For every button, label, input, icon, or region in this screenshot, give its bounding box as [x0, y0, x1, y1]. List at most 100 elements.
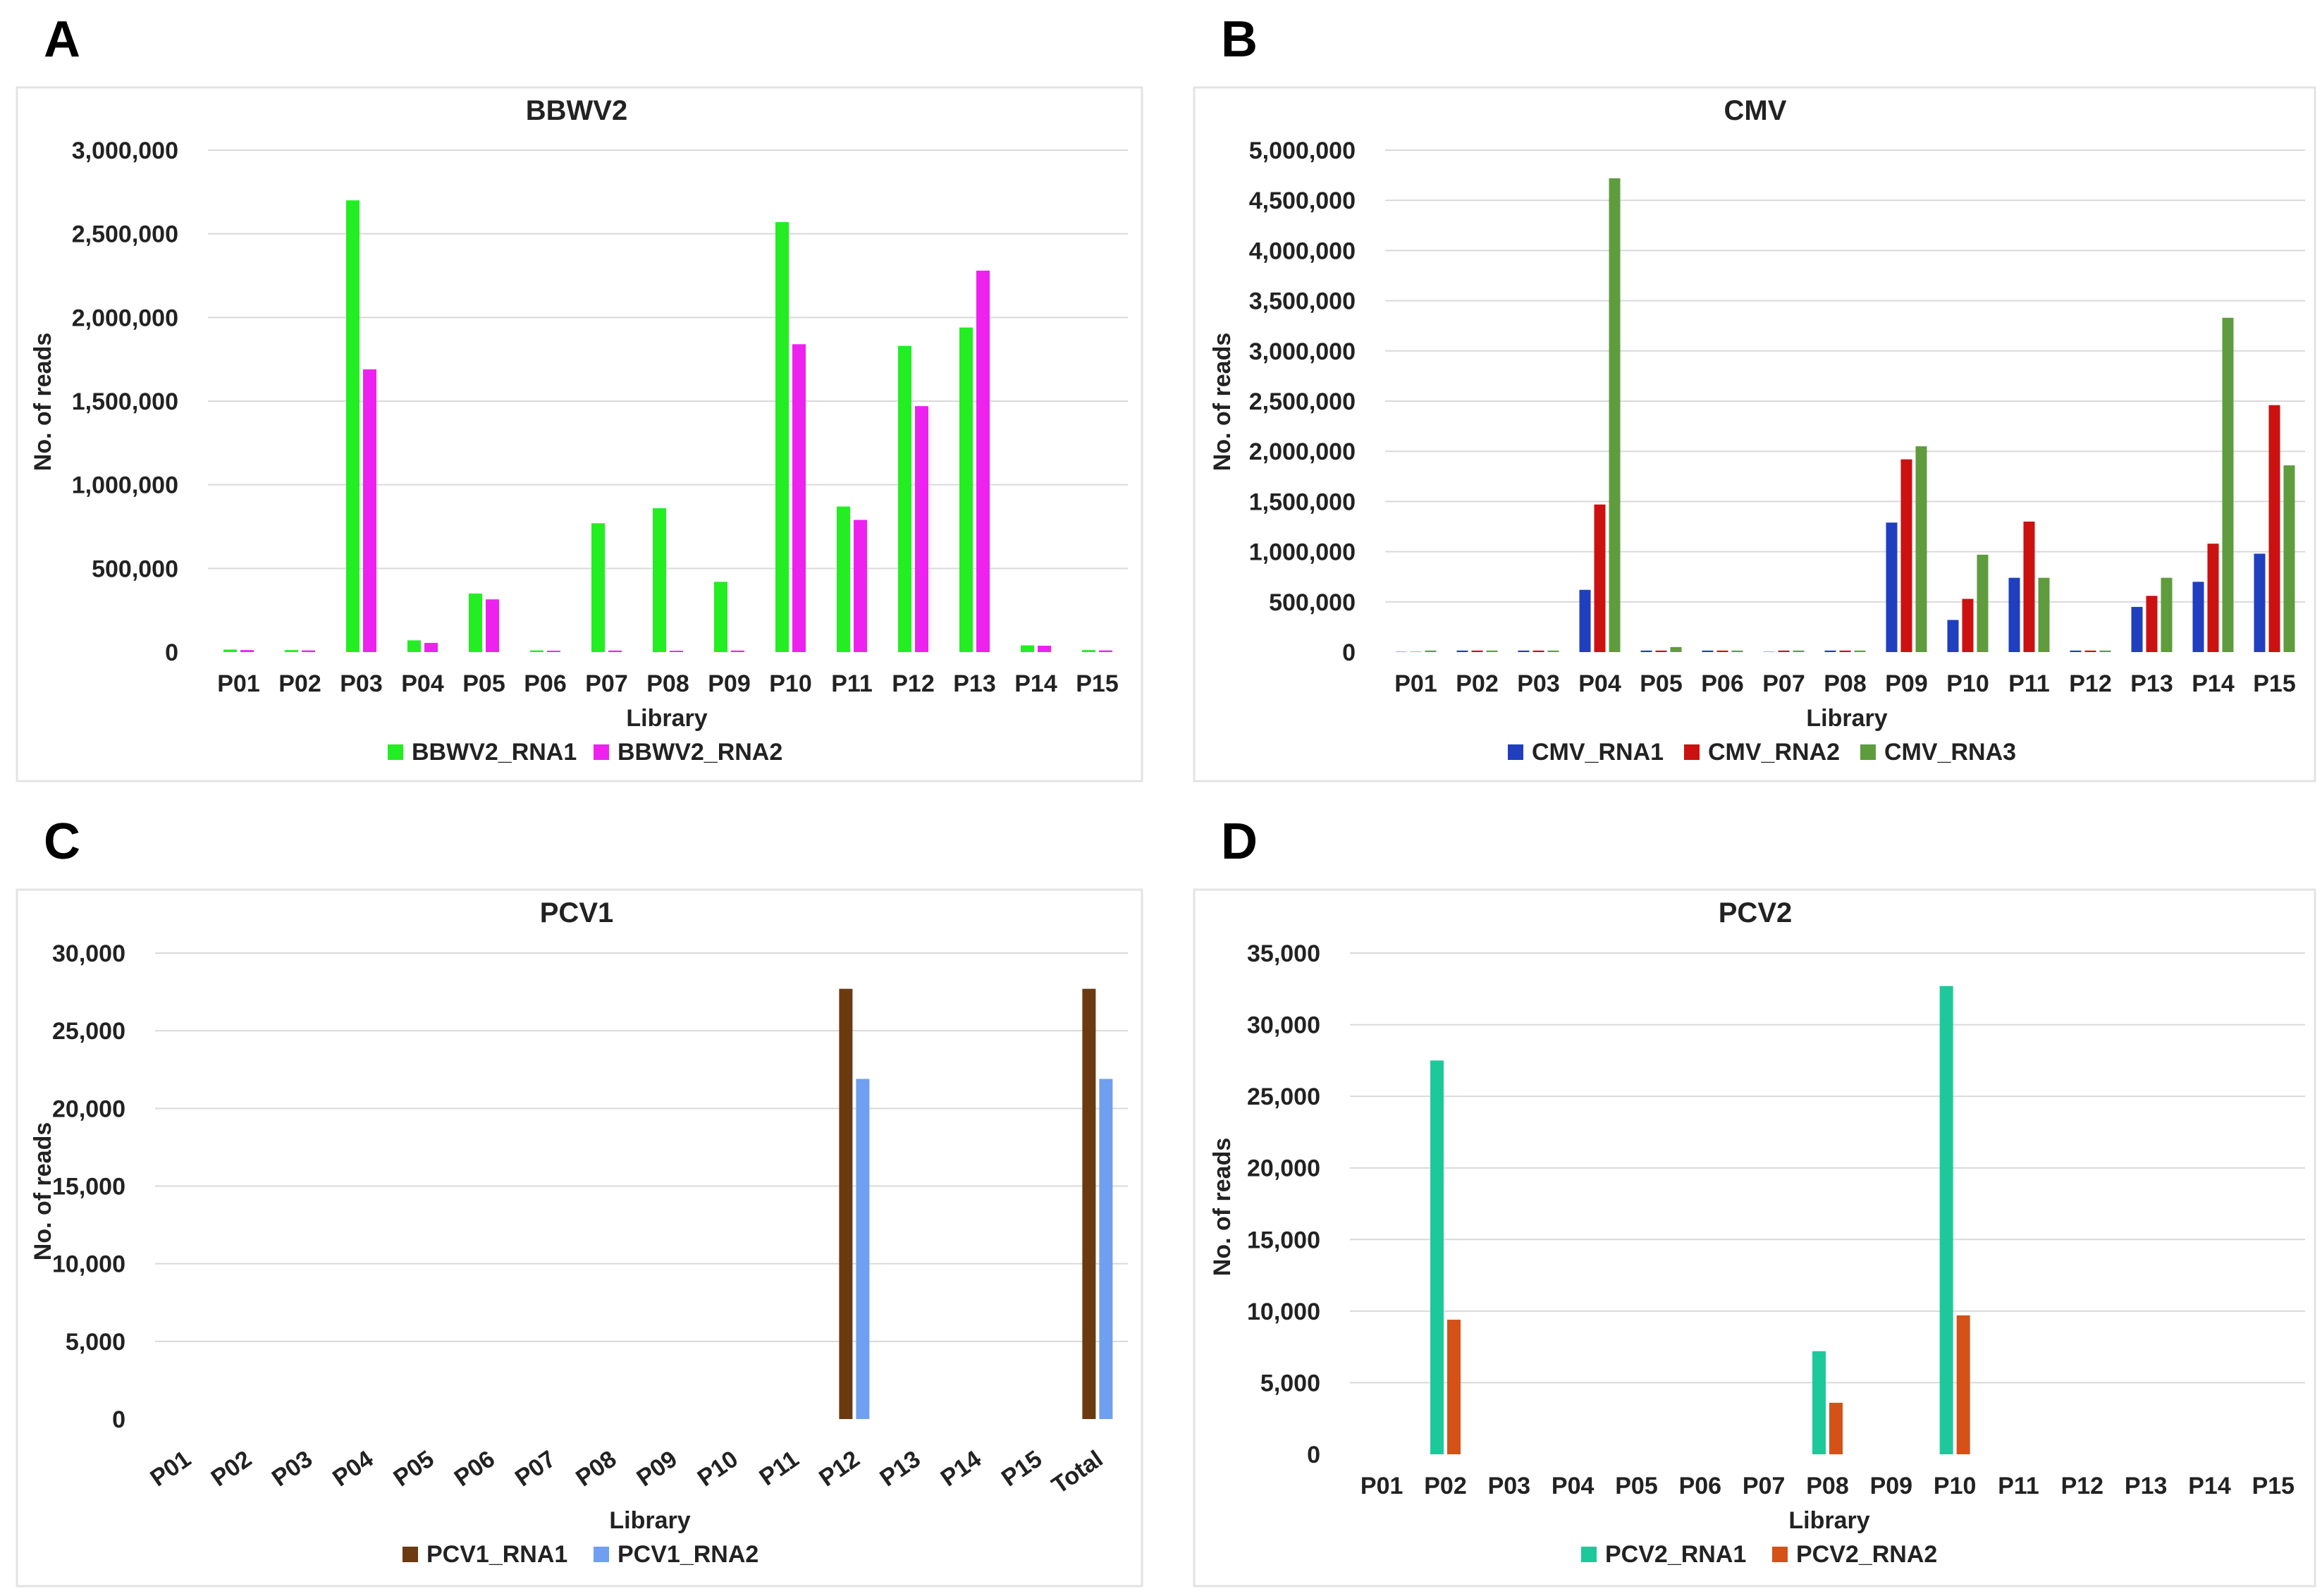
y-tick-label: 500,000	[1269, 589, 1356, 616]
x-tick-label: P09	[1885, 670, 1928, 697]
x-tick-label: P09	[708, 670, 751, 697]
bar-BBWV2_RNA2-P03	[363, 369, 376, 652]
x-tick-label: P03	[1488, 1473, 1531, 1499]
bar-CMV_RNA3-P03	[1547, 650, 1559, 652]
bar-CMV_RNA3-P14	[2222, 317, 2234, 652]
bar-CMV_RNA2-P06	[1716, 650, 1728, 652]
bar-CMV_RNA3-P15	[2283, 465, 2295, 652]
y-tick-label: 3,000,000	[72, 137, 178, 164]
y-tick-label: 25,000	[1247, 1084, 1320, 1110]
x-tick-label: P14	[936, 1445, 986, 1492]
x-tick-label: P07	[1762, 670, 1805, 697]
bar-CMV_RNA1-P04	[1579, 589, 1591, 652]
x-tick-label: P02	[207, 1445, 257, 1492]
bar-CMV_RNA3-P04	[1609, 178, 1621, 652]
x-tick-label: P08	[646, 670, 689, 697]
chart-title-a: BBWV2	[526, 95, 627, 126]
bar-CMV_RNA1-P11	[2008, 577, 2020, 652]
bar-BBWV2_RNA2-P10	[792, 344, 806, 652]
panel-d: D PCV2 No. of reads Library 0 5,000 10,000…	[1193, 814, 2316, 1588]
bar-CMV_RNA2-P07	[1778, 650, 1790, 652]
x-tick-label: P11	[1998, 1473, 2039, 1499]
x-tick-label: P09	[1870, 1473, 1913, 1499]
bar-PCV2_RNA2-P08	[1829, 1402, 1843, 1454]
bar-CMV_RNA3-P06	[1731, 650, 1743, 652]
x-tick-label: P02	[1456, 670, 1499, 697]
y-tick-label: 1,000,000	[1249, 539, 1356, 566]
x-tick-label: P15	[1076, 670, 1119, 697]
x-tick-label: P01	[1394, 670, 1437, 697]
bar-CMV_RNA3-P13	[2161, 577, 2173, 652]
y-tick-label: 15,000	[52, 1174, 125, 1201]
legend-swatch-BBWV2_RNA2	[594, 744, 609, 760]
bar-CMV_RNA1-P10	[1947, 620, 1959, 652]
bar-CMV_RNA2-P15	[2268, 405, 2280, 652]
bar-CMV_RNA3-P02	[1486, 650, 1498, 652]
x-tick-label: P12	[2061, 1473, 2104, 1499]
bar-BBWV2_RNA2-P11	[854, 520, 867, 652]
legend-swatch-PCV2_RNA2	[1772, 1547, 1788, 1562]
bar-BBWV2_RNA1-P13	[959, 327, 973, 652]
bar-BBWV2_RNA2-P15	[1099, 650, 1112, 652]
bar-CMV_RNA2-P08	[1839, 650, 1851, 652]
bar-CMV_RNA3-P12	[2099, 650, 2111, 652]
y-tick-label: 25,000	[52, 1018, 125, 1045]
legend-label-PCV2_RNA2: PCV2_RNA2	[1796, 1541, 1937, 1568]
bar-BBWV2_RNA1-P08	[653, 508, 666, 652]
bar-BBWV2_RNA1-P06	[530, 650, 543, 652]
y-tick-label: 0	[112, 1406, 125, 1433]
x-tick-label: P08	[571, 1445, 621, 1492]
x-tick-label: P11	[2008, 670, 2050, 697]
x-tick-label: P13	[2125, 1473, 2168, 1499]
x-tick-label: P04	[1552, 1473, 1595, 1499]
y-tick-label: 10,000	[52, 1251, 125, 1278]
bar-CMV_RNA2-P14	[2207, 544, 2219, 652]
x-tick-label: P10	[1946, 670, 1989, 697]
x-tick-label: P10	[1934, 1473, 1977, 1499]
legend-c: PCV1_RNA1 PCV1_RNA2	[403, 1541, 758, 1568]
x-tick-label: P05	[1640, 670, 1683, 697]
bar-BBWV2_RNA2-P04	[424, 642, 438, 652]
y-tick-label: 20,000	[1247, 1155, 1320, 1182]
y-tick-label: 3,500,000	[1249, 288, 1356, 315]
bar-BBWV2_RNA2-P05	[486, 599, 499, 652]
x-tick-label: P12	[2069, 670, 2112, 697]
y-tick-label: 2,000,000	[72, 305, 178, 331]
x-tick-label: P06	[1701, 670, 1744, 697]
legend-label-BBWV2_RNA1: BBWV2_RNA1	[412, 739, 577, 766]
y-tick-label: 0	[1342, 639, 1356, 666]
bar-BBWV2_RNA2-P07	[608, 650, 622, 652]
y-tick-label: 10,000	[1247, 1299, 1320, 1325]
bar-CMV_RNA1-P14	[2192, 582, 2204, 652]
x-tick-label: P03	[267, 1445, 317, 1492]
bar-CMV_RNA2-P11	[2023, 521, 2035, 652]
bar-BBWV2_RNA1-P03	[346, 200, 360, 652]
bar-CMV_RNA2-P03	[1532, 650, 1544, 652]
bar-CMV_RNA2-P02	[1471, 650, 1483, 652]
bar-BBWV2_RNA1-P12	[898, 345, 911, 652]
x-tick-label: P02	[1424, 1473, 1467, 1499]
chart-title-c: PCV1	[540, 897, 614, 928]
bar-CMV_RNA1-P08	[1824, 650, 1836, 652]
bar-CMV_RNA3-P07	[1793, 650, 1805, 652]
x-tick-label: P09	[632, 1445, 682, 1492]
x-tick-label: P03	[340, 670, 383, 697]
bar-BBWV2_RNA1-P15	[1082, 650, 1095, 652]
x-tick-label: P06	[1679, 1473, 1722, 1499]
plot-area-a: 0 500,000 1,000,000 1,500,000 2,000,000 2,500…	[72, 137, 1128, 697]
legend-swatch-PCV2_RNA1	[1581, 1547, 1597, 1562]
legend-swatch-CMV_RNA2	[1684, 744, 1700, 760]
bar-BBWV2_RNA2-P01	[240, 650, 254, 652]
x-tick-label: P14	[2188, 1473, 2231, 1499]
y-tick-label: 20,000	[52, 1095, 125, 1122]
bar-PCV2_RNA1-P02	[1430, 1060, 1444, 1454]
bar-CMV_RNA2-P10	[1962, 598, 1974, 652]
y-tick-label: 0	[1307, 1442, 1320, 1468]
x-tick-label: P05	[1615, 1473, 1658, 1499]
panel-letter-c: C	[44, 814, 80, 870]
bar-BBWV2_RNA1-P01	[223, 649, 237, 652]
bar-CMV_RNA3-P08	[1854, 650, 1866, 652]
y-tick-label: 35,000	[1247, 940, 1320, 967]
y-tick-label: 1,000,000	[72, 472, 178, 499]
legend-swatch-CMV_RNA1	[1508, 744, 1523, 760]
